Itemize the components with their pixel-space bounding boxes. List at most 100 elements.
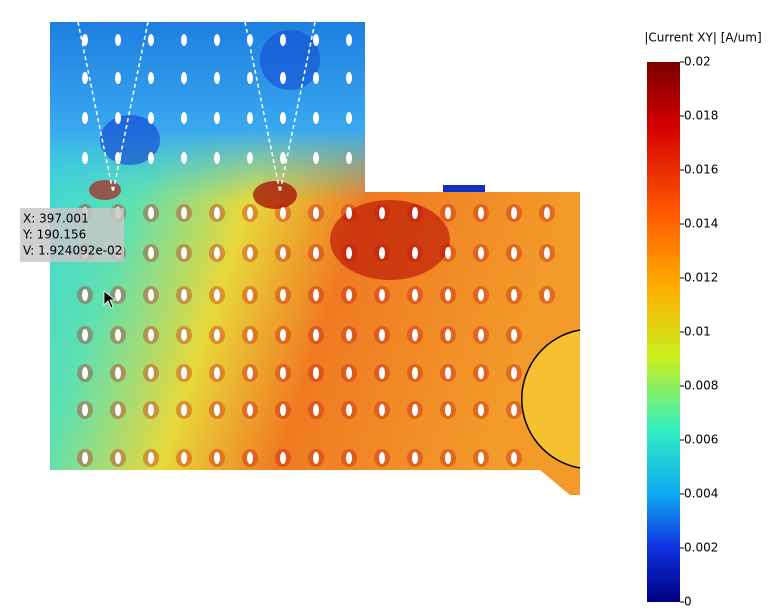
hole — [181, 329, 187, 341]
hole — [181, 289, 187, 301]
hole — [346, 452, 352, 464]
hole — [148, 34, 154, 46]
hole — [412, 367, 418, 379]
hole — [181, 112, 187, 124]
hole — [82, 404, 88, 416]
tick-label: 0.018 — [684, 109, 718, 123]
hole — [82, 112, 88, 124]
hole — [214, 367, 220, 379]
hole — [181, 207, 187, 219]
hole — [379, 207, 385, 219]
hole — [214, 247, 220, 259]
hole — [247, 247, 253, 259]
hole — [544, 247, 550, 259]
hole — [181, 152, 187, 164]
hole — [247, 152, 253, 164]
hole — [115, 112, 121, 124]
hole — [148, 329, 154, 341]
hole — [115, 404, 121, 416]
tick-label: 0.012 — [684, 271, 718, 285]
hole — [478, 289, 484, 301]
hole — [313, 367, 319, 379]
edge-feature — [443, 185, 485, 192]
hole — [379, 452, 385, 464]
hole — [214, 152, 220, 164]
hole — [445, 247, 451, 259]
colorbar — [647, 62, 680, 602]
hole — [445, 404, 451, 416]
hole — [511, 289, 517, 301]
hole — [511, 404, 517, 416]
tick-label: 0.016 — [684, 163, 718, 177]
hole — [313, 34, 319, 46]
hole — [379, 247, 385, 259]
hole — [346, 289, 352, 301]
hole — [82, 329, 88, 341]
hole — [313, 112, 319, 124]
hole — [115, 329, 121, 341]
hole — [511, 329, 517, 341]
hole — [346, 72, 352, 84]
hole — [214, 72, 220, 84]
tick-label: 0.02 — [684, 55, 711, 69]
hole — [214, 207, 220, 219]
hole — [346, 34, 352, 46]
hole — [346, 367, 352, 379]
hole — [478, 207, 484, 219]
hole — [214, 329, 220, 341]
hole — [280, 367, 286, 379]
hole — [247, 289, 253, 301]
hole — [280, 289, 286, 301]
hole — [478, 329, 484, 341]
hole — [214, 112, 220, 124]
hole — [313, 247, 319, 259]
hole — [247, 112, 253, 124]
hole — [346, 112, 352, 124]
hole — [148, 207, 154, 219]
tick-label: 0.01 — [684, 325, 711, 339]
hole — [214, 404, 220, 416]
hole — [412, 247, 418, 259]
hole — [247, 367, 253, 379]
hole — [511, 367, 517, 379]
hole — [445, 207, 451, 219]
low-spot — [260, 30, 320, 90]
hole — [181, 34, 187, 46]
hole — [478, 452, 484, 464]
hole — [379, 367, 385, 379]
hole — [412, 452, 418, 464]
hole — [214, 34, 220, 46]
hole — [148, 247, 154, 259]
hole — [379, 289, 385, 301]
hole — [148, 404, 154, 416]
hole — [280, 207, 286, 219]
hole — [214, 452, 220, 464]
hole — [445, 329, 451, 341]
hole — [115, 367, 121, 379]
hole — [313, 404, 319, 416]
hole — [346, 152, 352, 164]
hole — [412, 329, 418, 341]
hole — [280, 152, 286, 164]
hole — [148, 452, 154, 464]
hole — [346, 207, 352, 219]
hole — [247, 207, 253, 219]
tick-label: 0.004 — [684, 487, 718, 501]
hole — [313, 329, 319, 341]
hole — [313, 207, 319, 219]
hole — [313, 289, 319, 301]
hole — [280, 329, 286, 341]
colorbar-ticks: 0.02 0.018 0.016 0.014 0.012 0.01 0.008 0.006 0.… — [680, 55, 718, 609]
hole — [247, 404, 253, 416]
hole — [280, 112, 286, 124]
hole — [478, 247, 484, 259]
hole — [148, 367, 154, 379]
hole — [280, 404, 286, 416]
hot-spot — [330, 200, 450, 280]
hole — [115, 34, 121, 46]
hole — [478, 367, 484, 379]
hole — [280, 452, 286, 464]
hole — [115, 452, 121, 464]
hole — [478, 404, 484, 416]
